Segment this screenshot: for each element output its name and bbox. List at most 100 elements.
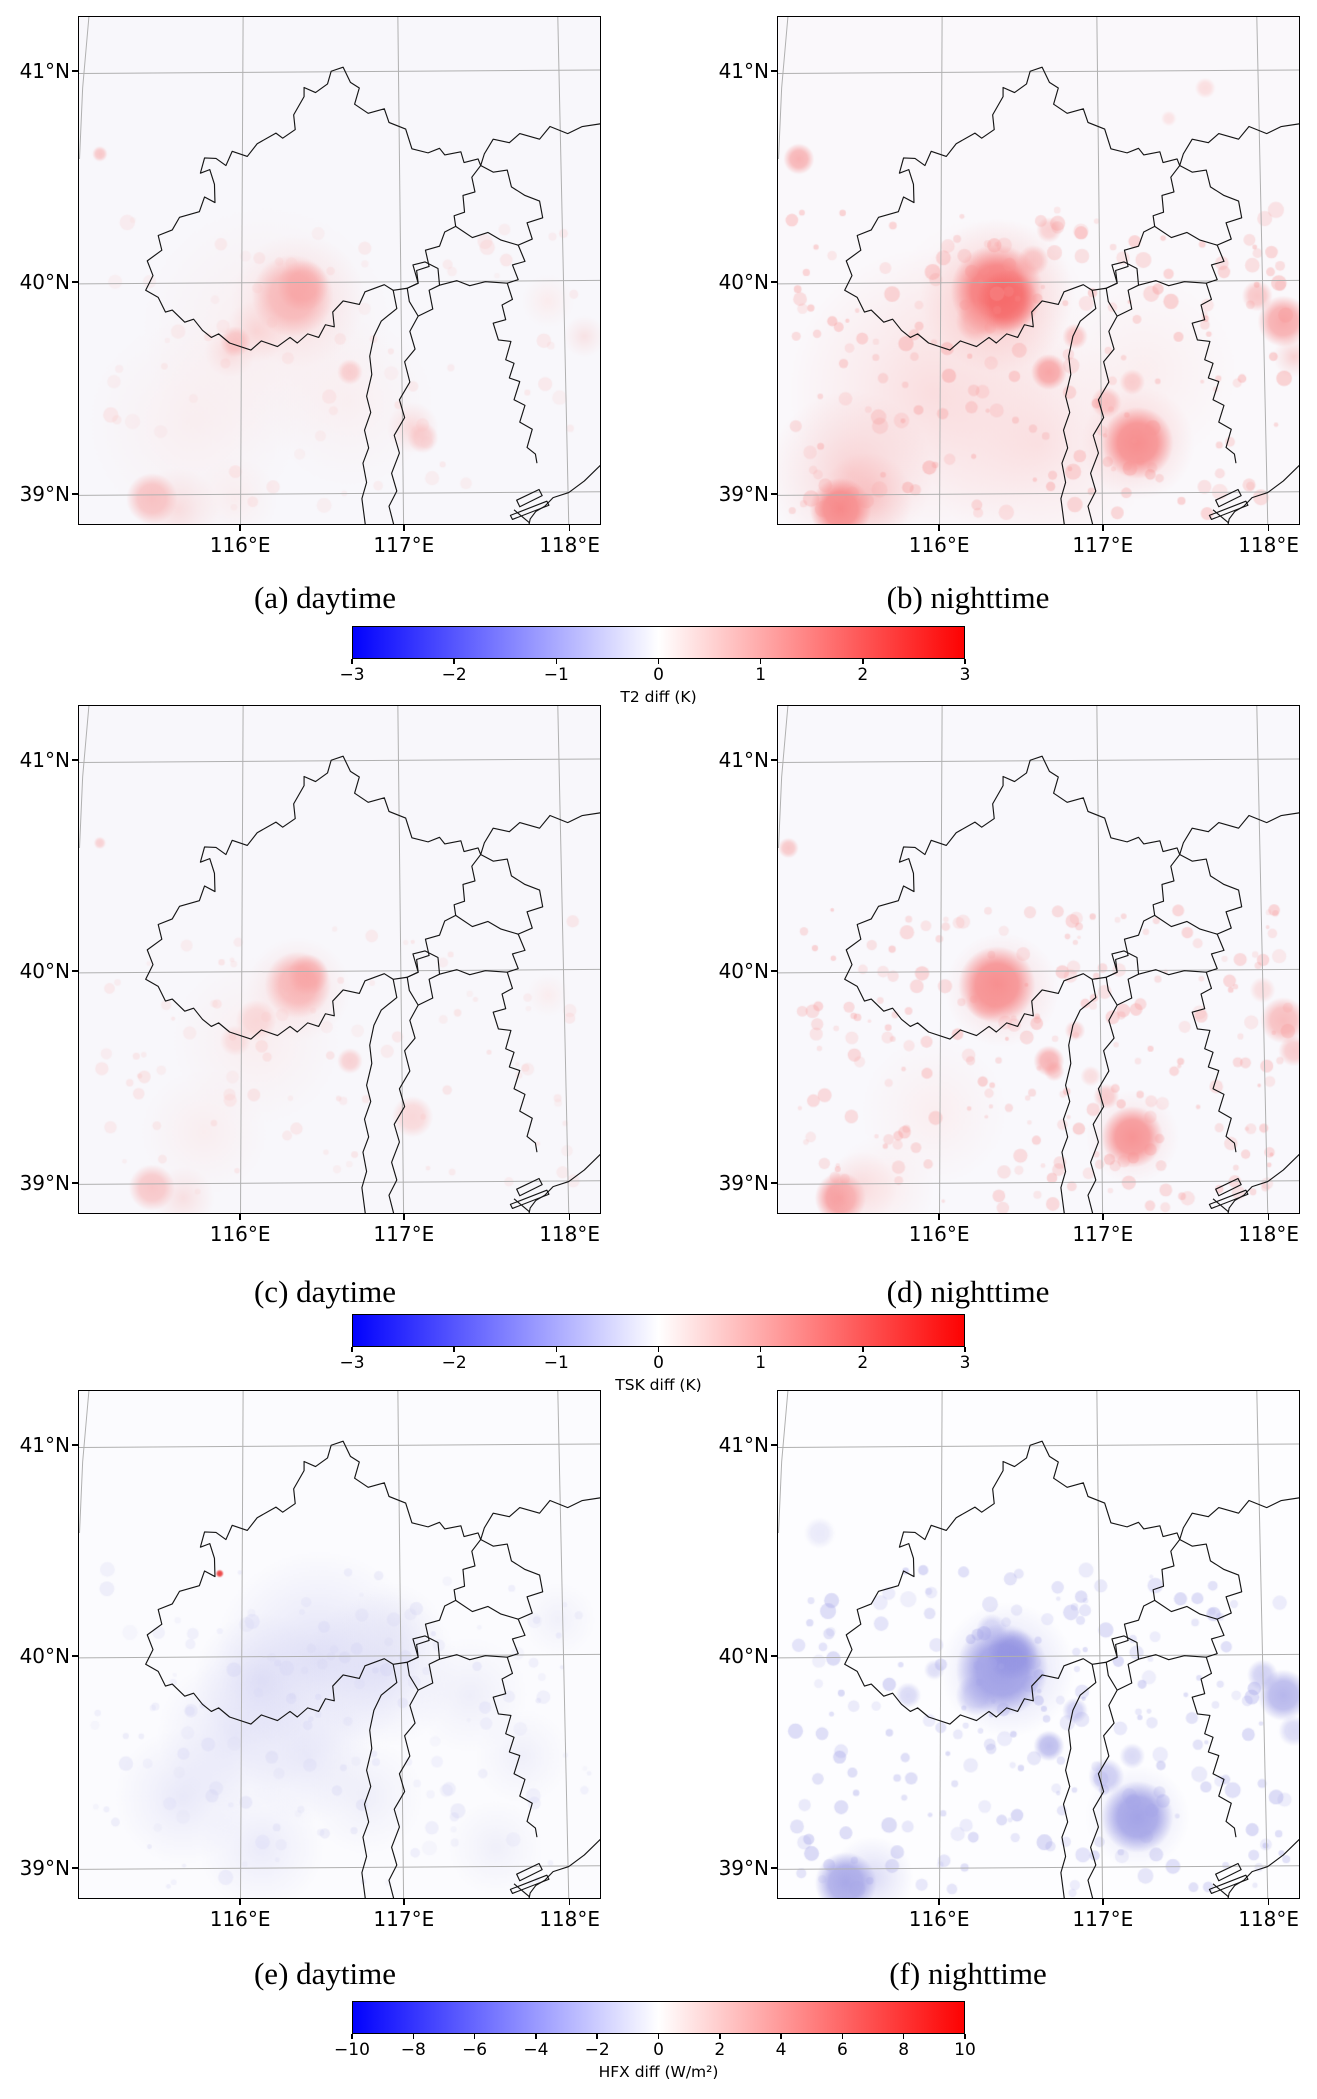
parallel-gridline [79, 1444, 600, 1448]
heatmap-layer-b [778, 17, 1299, 524]
heatmap-layer-f [778, 1391, 1299, 1898]
colorbar-tick-mark [841, 2034, 844, 2039]
lon-tick-mark [403, 1214, 405, 1220]
colorbar-tick-mark [555, 659, 558, 664]
parallel-gridline [778, 759, 1299, 763]
lon-tick-mark [1267, 1214, 1270, 1220]
north_boundary-boundary [481, 1497, 600, 1539]
link2-boundary [440, 970, 508, 975]
subfigure-caption-left: (c) daytime [253, 1274, 396, 1309]
meridian-gridline [940, 17, 943, 524]
lon-tick-mark [568, 1899, 571, 1905]
coast-boundary [529, 1152, 600, 1213]
north_boundary-boundary [481, 123, 600, 165]
coast-boundary [1228, 463, 1299, 524]
link2-boundary [1139, 1655, 1207, 1660]
map-panel-a [78, 16, 601, 525]
north_boundary-boundary [1180, 812, 1299, 854]
spike-boundary [514, 510, 530, 523]
colorbar-tick-mark [657, 659, 660, 664]
meridian-boundary [80, 1391, 89, 1533]
meridian-gridline [1097, 17, 1103, 524]
link1-boundary [456, 1600, 519, 1619]
parallel-gridline [79, 759, 600, 763]
heatmap-layer-e [79, 1391, 600, 1898]
colorbar-tick-label: 0 [653, 2040, 664, 2060]
map-overlay-d [778, 706, 1299, 1213]
lon-tick-mark [938, 1899, 940, 1905]
map-panel-c [78, 705, 601, 1214]
corridor_east-boundary [389, 1690, 418, 1898]
colorbar-tick-mark [759, 1347, 762, 1352]
lat-tick-mark [771, 69, 777, 72]
lat-tick-mark [72, 493, 78, 496]
link1-boundary [456, 915, 519, 934]
colorbar-tick-label: −2 [584, 2040, 610, 2060]
meridian-gridline [241, 706, 244, 1213]
corridor_east-boundary [1088, 316, 1117, 524]
parallel-gridline [778, 70, 1299, 74]
meridian-gridline [1097, 706, 1103, 1213]
coast-boundary [529, 463, 600, 524]
colorbar-tick-label: −10 [334, 2040, 370, 2060]
subfigure-caption-left: (a) daytime [253, 580, 396, 615]
lon-tick-mark [938, 525, 940, 531]
colorbar-tick-label: 4 [775, 2040, 787, 2060]
corridor_west-boundary [1061, 1664, 1096, 1898]
colorbar-tick-label: −1 [543, 1353, 569, 1373]
lon-tick-label: 116°E [908, 533, 970, 557]
beijing-boundary [146, 67, 481, 350]
lat-tick-label: 41°N [19, 747, 70, 772]
east_boundary-boundary [481, 855, 543, 1153]
colorbar-tick-label: −6 [462, 2040, 488, 2060]
lat-tick-mark [771, 281, 777, 283]
corridor_east-boundary [389, 316, 418, 524]
sanhe-boundary [1106, 951, 1138, 1005]
lat-tick-label: 40°N [19, 959, 70, 984]
heatmap-layer-a [79, 17, 600, 524]
colorbar-tick-mark [902, 2034, 905, 2039]
lat-tick-mark [72, 1867, 78, 1870]
corridor_west-boundary [362, 290, 397, 524]
colorbar-tick-label: 1 [755, 1353, 767, 1373]
parallel-gridline [79, 1866, 600, 1870]
colorbar-title: HFX diff (W/m²) [598, 2063, 719, 2081]
parallel-gridline [79, 969, 600, 973]
meridian-gridline [940, 1391, 943, 1898]
map-panel-e [78, 1390, 601, 1899]
colorbar-title: TSK diff (K) [615, 1376, 702, 1394]
lon-tick-mark [1102, 525, 1104, 531]
lat-tick-mark [771, 493, 777, 496]
jetty1-boundary [517, 1179, 543, 1196]
lon-tick-label: 116°E [209, 533, 271, 557]
colorbar-tick-mark [473, 2034, 476, 2039]
meridian-gridline [1257, 17, 1268, 524]
north_boundary-boundary [1180, 123, 1299, 165]
colorbar-tick-label: 3 [959, 1353, 971, 1373]
lat-tick-mark [72, 1182, 78, 1185]
colorbar-gradient [352, 2001, 965, 2034]
colorbar-tick-mark [964, 659, 966, 664]
spike-boundary [514, 1884, 530, 1897]
colorbar-tick-mark [351, 1347, 353, 1352]
link1-boundary [1155, 915, 1218, 934]
lat-tick-label: 40°N [718, 959, 769, 984]
lon-tick-label: 116°E [908, 1222, 970, 1246]
colorbar-tick-mark [453, 1347, 455, 1352]
meridian-gridline [940, 706, 943, 1213]
meridian-gridline [1257, 706, 1268, 1213]
meridian-gridline [241, 1391, 244, 1898]
east_boundary-boundary [1180, 1540, 1242, 1838]
parallel-gridline [778, 280, 1299, 284]
lat-tick-label: 39°N [19, 1171, 70, 1196]
colorbar-gradient [352, 1314, 965, 1347]
colorbar-tick-mark [964, 2034, 966, 2039]
beijing-boundary [146, 1441, 481, 1724]
map-overlay-f [778, 1391, 1299, 1898]
link2-boundary [1139, 281, 1207, 286]
lat-tick-mark [72, 970, 78, 972]
corridor_west-boundary [1061, 979, 1096, 1213]
north_boundary-boundary [1180, 1497, 1299, 1539]
spike-boundary [514, 1199, 530, 1212]
colorbar-tick-label: 2 [714, 2040, 726, 2060]
